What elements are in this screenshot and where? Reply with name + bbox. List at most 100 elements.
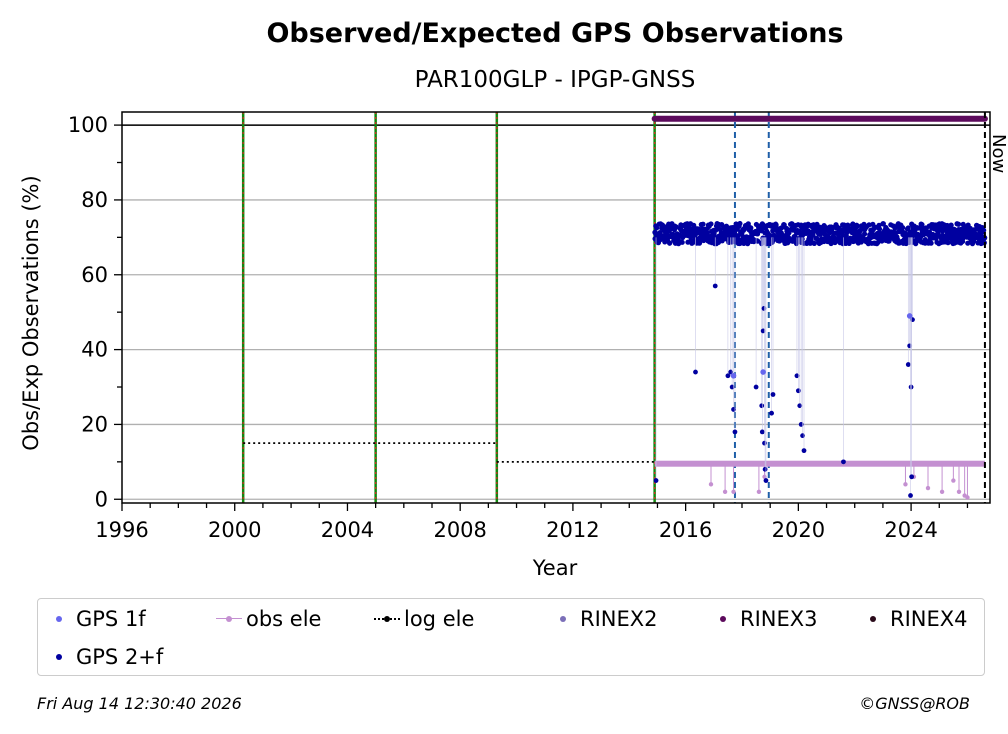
gps-2f-band-point	[745, 241, 751, 247]
gps-2f-band-point	[755, 238, 761, 244]
legend-swatch	[860, 609, 886, 629]
footer-credit: ©GNSS@ROB	[859, 694, 970, 713]
legend-swatch	[216, 609, 242, 629]
gps-2f-band-point	[670, 231, 676, 237]
y-axis-label: Obs/Exp Observations (%)	[19, 175, 43, 450]
obs-ele-point	[762, 474, 767, 480]
x-tick-label: 2004	[321, 518, 374, 542]
gps-2f-band-point	[894, 236, 901, 242]
gps-2f-point	[759, 429, 765, 435]
gps-2f-point	[693, 369, 698, 375]
legend-label: GPS 2+f	[76, 645, 164, 669]
chart-svg: Observed/Expected GPS Observations PAR10…	[19, 18, 1008, 580]
gps-2f-band-point	[876, 226, 883, 232]
x-tick-label: 2012	[546, 518, 599, 542]
gps-2f-band-point	[696, 240, 703, 246]
obs-ele-point	[756, 489, 762, 494]
obs-ele-point	[956, 489, 962, 494]
x-tick-label: 2016	[659, 518, 712, 542]
legend-item: log ele	[374, 607, 474, 631]
y-tick-label: 80	[81, 188, 108, 212]
legend-swatch	[710, 609, 736, 629]
gps-2f-point	[908, 384, 914, 390]
legend-swatch	[374, 609, 400, 629]
gps-1f-point	[730, 372, 737, 379]
x-tick-label: 2024	[884, 518, 937, 542]
gps-2f-band-point	[700, 221, 706, 227]
gps-2f-band-point	[905, 225, 911, 231]
legend-label: RINEX2	[580, 607, 658, 631]
axes-frame	[121, 111, 991, 504]
obs-ele-point	[708, 482, 714, 487]
now-label: Now	[988, 134, 1008, 173]
obs-ele-point	[722, 489, 728, 494]
y-tick-label: 100	[68, 113, 108, 137]
gps-2f-band-point	[811, 240, 817, 246]
legend-label: log ele	[404, 607, 475, 631]
gps-2f-band-point	[965, 240, 971, 246]
gps-2f-band-point	[657, 229, 663, 236]
gps-2f-point	[909, 474, 915, 480]
x-tick-label: 2008	[433, 518, 486, 542]
obs-ele-point	[903, 482, 908, 487]
footer-timestamp: Fri Aug 14 12:30:40 2026	[37, 694, 242, 713]
legend-label: GPS 1f	[76, 607, 146, 631]
gps-2f-point	[732, 429, 738, 435]
gps-2f-band-point	[846, 240, 852, 246]
gps-2f-band-point	[900, 225, 906, 231]
gps-2f-band-point	[879, 238, 885, 244]
gps-2f-point	[759, 403, 765, 409]
gps-2f-point	[841, 459, 846, 465]
legend-item: RINEX3	[710, 607, 818, 631]
gps-2f-band-point	[880, 221, 886, 227]
legend-label: obs ele	[246, 607, 322, 631]
gps-2f-band-point	[981, 227, 987, 233]
legend-swatch	[550, 609, 576, 629]
x-tick-label: 2000	[208, 518, 261, 542]
gps-2f-point	[763, 478, 769, 483]
gps-2f-band-point	[854, 223, 860, 229]
gps-2f-band-point	[786, 230, 792, 236]
gps-2f-point	[905, 362, 911, 367]
gps-2f-band-point	[948, 222, 954, 228]
gps-2f-band-point	[945, 240, 951, 246]
x-tick-label: 2020	[772, 518, 825, 542]
legend-item: obs ele	[216, 607, 321, 631]
chart-title: Observed/Expected GPS Observations	[266, 18, 843, 49]
gps-1f-point	[760, 369, 766, 375]
gps-2f-band-point	[654, 225, 660, 231]
gps-2f-band-point	[667, 240, 673, 246]
obs-ele-point	[965, 495, 970, 500]
gps-2f-band-point	[679, 239, 685, 245]
gps-2f-band-point	[708, 221, 714, 227]
x-axis-label: Year	[532, 556, 578, 580]
gps-1f-point	[906, 313, 913, 319]
legend-item: RINEX2	[550, 607, 658, 631]
obs-ele-point	[731, 489, 736, 494]
legend-item: GPS 1f	[46, 607, 146, 631]
chart-subtitle: PAR100GLP - IPGP-GNSS	[415, 67, 696, 93]
gps-2f-point	[910, 317, 915, 323]
gps-2f-point	[801, 448, 807, 454]
legend: GPS 1f obs ele log ele RINEX2 RINEX3 RINEX4 GP…	[37, 598, 985, 676]
legend-label: RINEX3	[740, 607, 818, 631]
obs-ele-point	[951, 478, 956, 483]
gps-2f-point	[753, 384, 759, 390]
obs-ele-point	[939, 489, 945, 494]
plot-area: Now 1996 2000 2004 2008 2012 2016 2020 2024 0 20 40…	[68, 111, 1008, 542]
legend-item: RINEX4	[860, 607, 968, 631]
gps-2f-band-point	[861, 231, 868, 237]
gps-2f-band-point	[737, 220, 743, 227]
x-tick-label: 1996	[95, 518, 148, 542]
gps-2f-point	[769, 410, 774, 416]
gps-2f-band-point	[691, 222, 697, 228]
gps-2f-band-point	[748, 225, 754, 231]
gps-2f-band-point	[928, 240, 934, 246]
gps-2f-point	[908, 493, 913, 498]
gps-2f-point	[712, 283, 718, 289]
gps-2f-band-point	[955, 221, 962, 227]
legend-label: RINEX4	[890, 607, 968, 631]
legend-swatch	[46, 647, 72, 667]
y-tick-label: 0	[95, 487, 108, 511]
y-tick-label: 40	[81, 338, 108, 362]
